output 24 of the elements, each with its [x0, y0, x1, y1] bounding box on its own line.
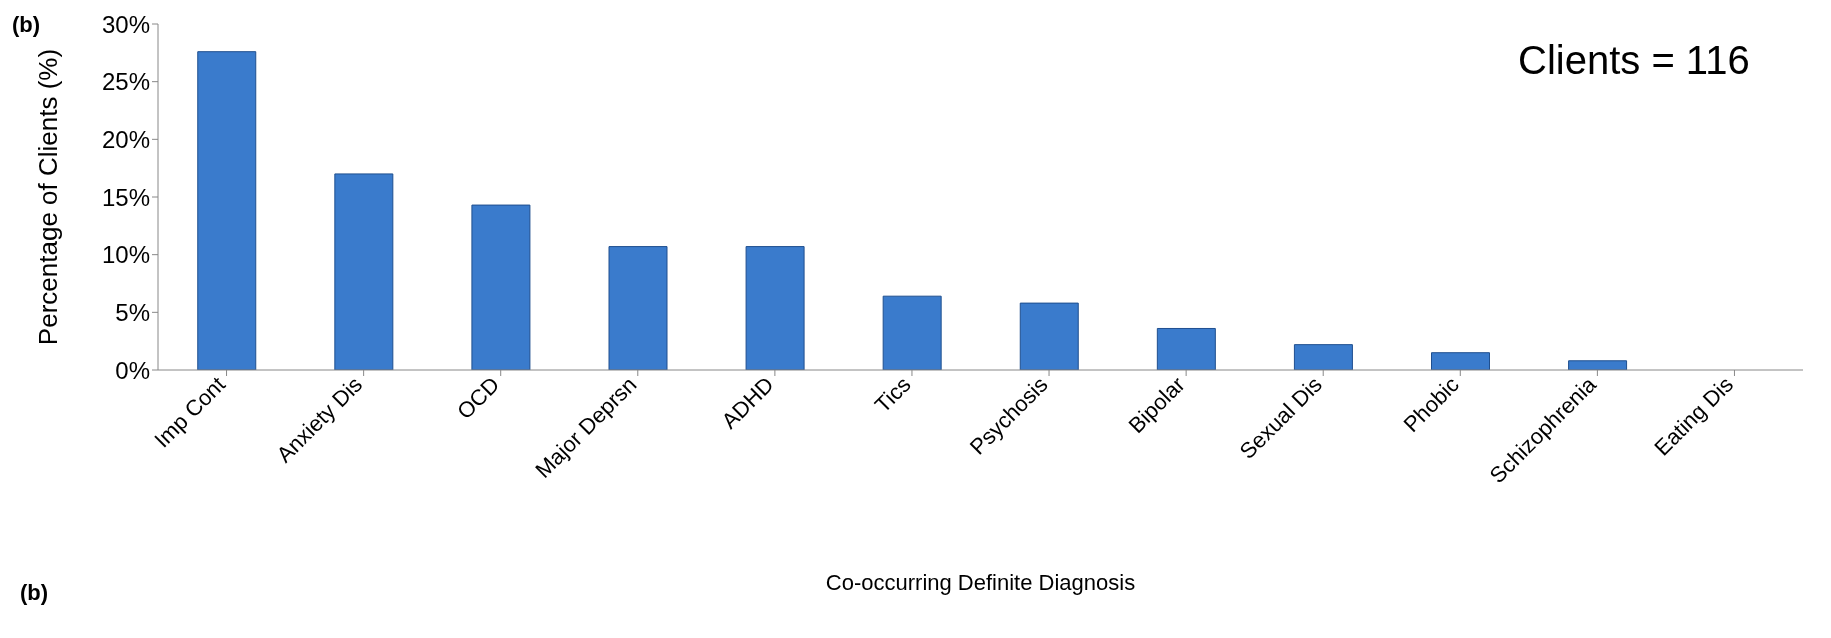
annotation: Clients = 116 — [1518, 38, 1750, 83]
y-tick-label: 20% — [101, 125, 150, 153]
bar — [608, 246, 668, 370]
y-tick-label: 30% — [101, 10, 150, 38]
bar — [1019, 302, 1079, 370]
bar — [1431, 352, 1490, 370]
bar — [334, 173, 394, 370]
bar — [882, 295, 942, 370]
bar — [197, 51, 257, 370]
bar — [1568, 360, 1628, 370]
bar — [1156, 327, 1216, 370]
y-axis-title: Percentage of Clients (%) — [33, 48, 64, 346]
text: (b) — [12, 12, 41, 38]
bar — [745, 246, 805, 370]
x-tick-label: Tics — [869, 371, 916, 418]
bar — [471, 204, 531, 370]
y-tick-label: 10% — [101, 241, 150, 269]
text: (b) — [20, 580, 49, 606]
y-tick-label: 15% — [101, 183, 150, 211]
y-tick-label: 25% — [101, 68, 150, 96]
y-tick-label: 5% — [115, 298, 150, 326]
x-axis-title: Co-occurring Definite Diagnosis — [825, 570, 1136, 595]
bar — [1293, 344, 1353, 370]
y-tick-label: 0% — [115, 356, 150, 384]
